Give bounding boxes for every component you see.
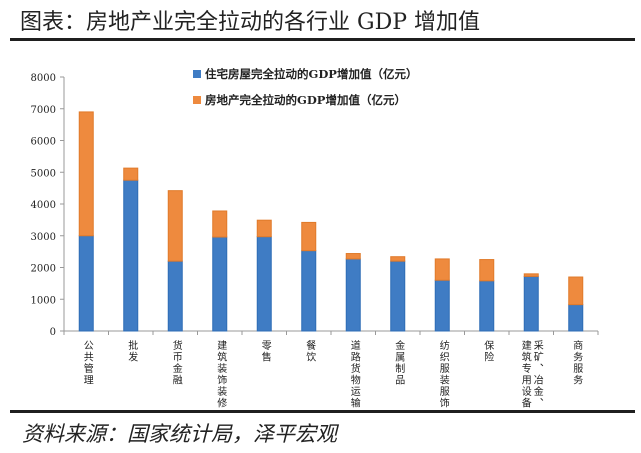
x-tick-label: 建筑专用设备 <box>519 340 531 409</box>
bar-blue-segment <box>301 250 317 332</box>
x-tick-label: 货币金融 <box>170 340 182 386</box>
x-tick-label: 道路货物运输 <box>348 340 360 409</box>
bar-orange-segment <box>78 111 94 237</box>
bar-blue-segment <box>212 236 228 332</box>
x-tick-label: 采矿、冶金、 <box>531 340 543 409</box>
source-divider <box>10 410 635 413</box>
bar-blue-segment <box>479 280 495 332</box>
bar-blue-segment <box>434 279 450 332</box>
x-tick-label: 建筑装饰装修 <box>214 340 226 409</box>
bar-blue-segment <box>345 258 361 332</box>
y-tick-label: 2000 <box>31 264 56 275</box>
legend-swatch <box>193 70 201 78</box>
x-tick-label: 保险 <box>481 340 493 363</box>
bar-blue-segment <box>123 179 139 332</box>
source-note: 资料来源：国家统计局，泽平宏观 <box>22 422 337 446</box>
stacked-bar-chart: 0 1000 2000 3000 4000 5000 6000 7000 8000 住宅房屋完全拉… <box>31 67 599 338</box>
y-tick-label: 0 <box>50 327 56 338</box>
y-tick-label: 8000 <box>31 73 56 84</box>
y-tick-label: 4000 <box>31 200 56 211</box>
bar-orange-segment <box>568 276 584 306</box>
legend-swatch <box>193 96 201 104</box>
x-tick-label: 公共管理 <box>81 340 93 386</box>
x-tick-label: 零售 <box>259 340 271 363</box>
bar-blue-segment <box>568 304 584 332</box>
legend-label: 住宅房屋完全拉动的GDP增加值（亿元） <box>205 67 417 81</box>
bar-orange-segment <box>167 190 183 262</box>
bar-orange-segment <box>301 221 317 252</box>
bar-orange-segment <box>256 219 272 238</box>
bar-blue-segment <box>167 260 183 332</box>
bar-orange-segment <box>212 210 228 238</box>
bar-orange-segment <box>345 253 361 260</box>
x-tick-label: 金属制品 <box>392 340 404 386</box>
x-tick-label: 餐饮 <box>303 340 315 363</box>
bar-blue-segment <box>78 235 94 332</box>
bar-orange-segment <box>434 258 450 281</box>
bar-orange-segment <box>390 256 406 262</box>
y-tick-label: 6000 <box>31 137 56 148</box>
x-tick-label: 商务服务 <box>570 340 582 386</box>
chart-title: 图表：房地产业完全拉动的各行业 GDP 增加值 <box>20 10 481 35</box>
title-divider <box>10 38 635 41</box>
bar-blue-segment <box>523 275 539 332</box>
bar-orange-segment <box>479 259 495 282</box>
bar-blue-segment <box>390 260 406 332</box>
x-tick-label: 纺织服装服饰 <box>437 340 449 409</box>
bar-orange-segment <box>523 273 539 277</box>
y-tick-label: 5000 <box>31 168 56 179</box>
legend-label: 房地产完全拉动的GDP增加值（亿元） <box>205 93 406 107</box>
y-tick-label: 1000 <box>31 295 56 306</box>
x-tick-label: 批发 <box>125 340 137 363</box>
y-tick-label: 3000 <box>31 232 56 243</box>
bar-orange-segment <box>123 167 139 181</box>
y-tick-label: 7000 <box>31 105 56 116</box>
bar-blue-segment <box>256 236 272 332</box>
